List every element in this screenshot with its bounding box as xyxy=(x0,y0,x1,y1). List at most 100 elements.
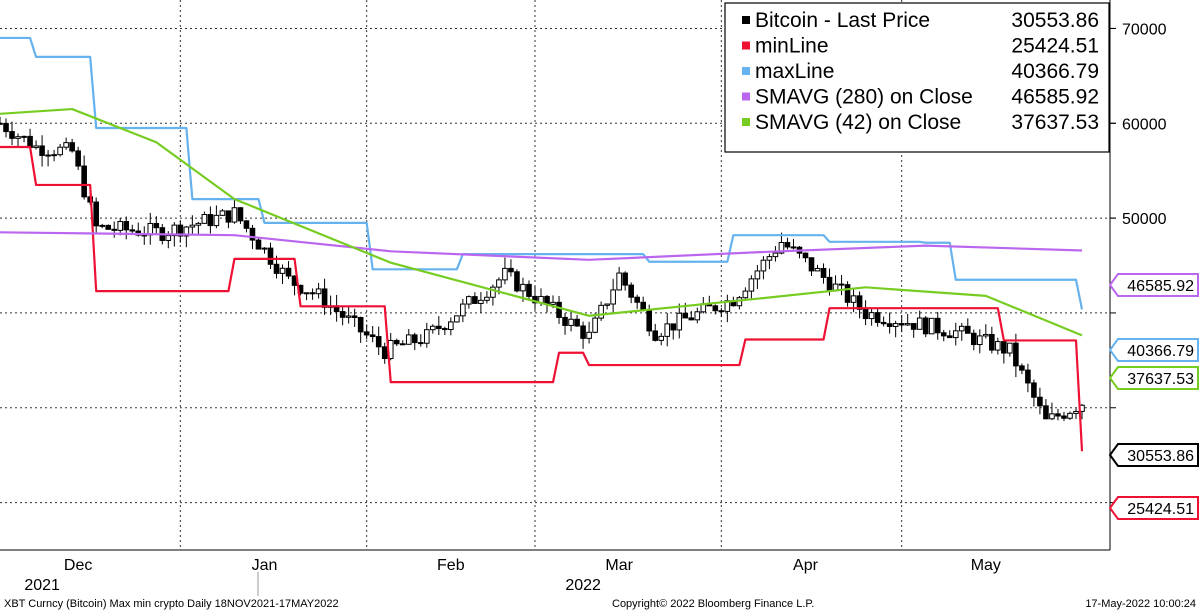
candle-body xyxy=(363,331,370,336)
candle xyxy=(460,298,466,323)
legend-value: 40366.79 xyxy=(1011,60,1099,83)
legend-entry: SMAVG (280) on Close 46585.92 xyxy=(742,86,1099,109)
candle-body xyxy=(995,341,1001,351)
candle-body xyxy=(856,295,863,310)
candle-body xyxy=(634,296,640,303)
legend-label: maxLine xyxy=(755,60,834,83)
candle-body xyxy=(814,267,821,272)
value-tag-label: 25424.51 xyxy=(1127,501,1194,518)
candle xyxy=(448,317,454,336)
candle xyxy=(910,323,917,338)
candle-body xyxy=(604,303,610,306)
legend-label: SMAVG (42) on Close xyxy=(755,111,961,134)
value-tag-label: 37637.53 xyxy=(1127,371,1194,388)
candle-body xyxy=(658,335,665,341)
candle-body xyxy=(748,278,755,292)
candle xyxy=(790,239,797,250)
y-tick-label: 60000 xyxy=(1122,116,1167,133)
candle xyxy=(345,305,352,324)
candle-body xyxy=(586,331,592,339)
candle-body xyxy=(237,207,244,222)
candle xyxy=(213,205,220,229)
candle xyxy=(604,303,610,310)
candle-body xyxy=(411,334,418,344)
candle xyxy=(99,223,105,229)
candle-body xyxy=(838,283,845,286)
candle-body xyxy=(249,227,256,241)
candle xyxy=(898,315,905,333)
candle xyxy=(490,284,496,306)
candle xyxy=(207,206,214,234)
value-tag: 40366.79 xyxy=(1108,338,1199,362)
candle xyxy=(123,216,130,240)
candle xyxy=(868,308,875,326)
candle-body xyxy=(568,318,574,326)
candle-body xyxy=(393,339,400,345)
candle-body xyxy=(315,288,322,295)
value-tag: 25424.51 xyxy=(1108,496,1199,520)
candle xyxy=(952,322,959,346)
candle xyxy=(1025,363,1031,393)
candle-body xyxy=(81,165,87,198)
candle xyxy=(574,314,580,327)
x-year-label: 2021 xyxy=(24,577,60,594)
candle xyxy=(321,278,328,315)
candle xyxy=(862,300,869,326)
candle-body xyxy=(844,284,851,303)
candle xyxy=(838,275,845,296)
candle xyxy=(1049,402,1055,421)
candle-body xyxy=(1055,413,1061,417)
value-tag: 46585.92 xyxy=(1108,273,1199,297)
candle-body xyxy=(766,256,773,261)
candle xyxy=(1043,399,1049,420)
candle xyxy=(375,326,382,356)
candle-body xyxy=(550,301,556,305)
candle xyxy=(1067,411,1073,420)
candle xyxy=(622,271,628,291)
candle-body xyxy=(610,289,616,305)
candle-body xyxy=(520,283,526,292)
candle-body xyxy=(195,222,202,226)
candle-body xyxy=(442,328,448,331)
candle xyxy=(69,138,75,153)
series-line-minline xyxy=(0,145,1084,452)
legend-box xyxy=(724,2,1110,153)
candle xyxy=(995,337,1001,355)
candle-body xyxy=(381,346,388,360)
candle-body xyxy=(862,308,869,320)
candle-body xyxy=(183,226,190,237)
candle-body xyxy=(430,325,436,331)
value-tag-box xyxy=(1108,273,1199,297)
candle-body xyxy=(201,214,208,224)
candle xyxy=(153,216,160,234)
candle-body xyxy=(640,301,646,311)
candle xyxy=(111,221,118,238)
candle xyxy=(177,221,184,243)
candle xyxy=(381,342,388,364)
candle-body xyxy=(964,325,971,334)
candle-body xyxy=(928,317,935,335)
candle-body xyxy=(646,309,653,332)
x-tick-label: Mar xyxy=(605,557,633,574)
candle-body xyxy=(27,135,33,149)
candle xyxy=(21,135,27,143)
candle xyxy=(63,137,69,150)
candle xyxy=(442,326,448,336)
candle-body xyxy=(177,224,184,237)
candle-body xyxy=(922,317,929,335)
candle xyxy=(315,282,322,299)
candle-body xyxy=(261,247,268,250)
candle-body xyxy=(243,220,250,229)
candle xyxy=(658,332,665,346)
legend-swatch xyxy=(742,92,750,101)
series-line-smavg-280-on-close xyxy=(0,231,1083,261)
candle-body xyxy=(826,276,833,292)
candle xyxy=(117,217,124,236)
candle-body xyxy=(772,252,779,258)
axis-layer: 70000 60000 50000 Dec Jan Feb Mar Apr May 2021 202… xyxy=(0,0,1199,596)
candle xyxy=(393,338,400,347)
legend-swatch xyxy=(742,41,750,50)
candle-body xyxy=(375,336,382,348)
candle-body xyxy=(1043,405,1049,420)
candle-body xyxy=(478,299,484,304)
